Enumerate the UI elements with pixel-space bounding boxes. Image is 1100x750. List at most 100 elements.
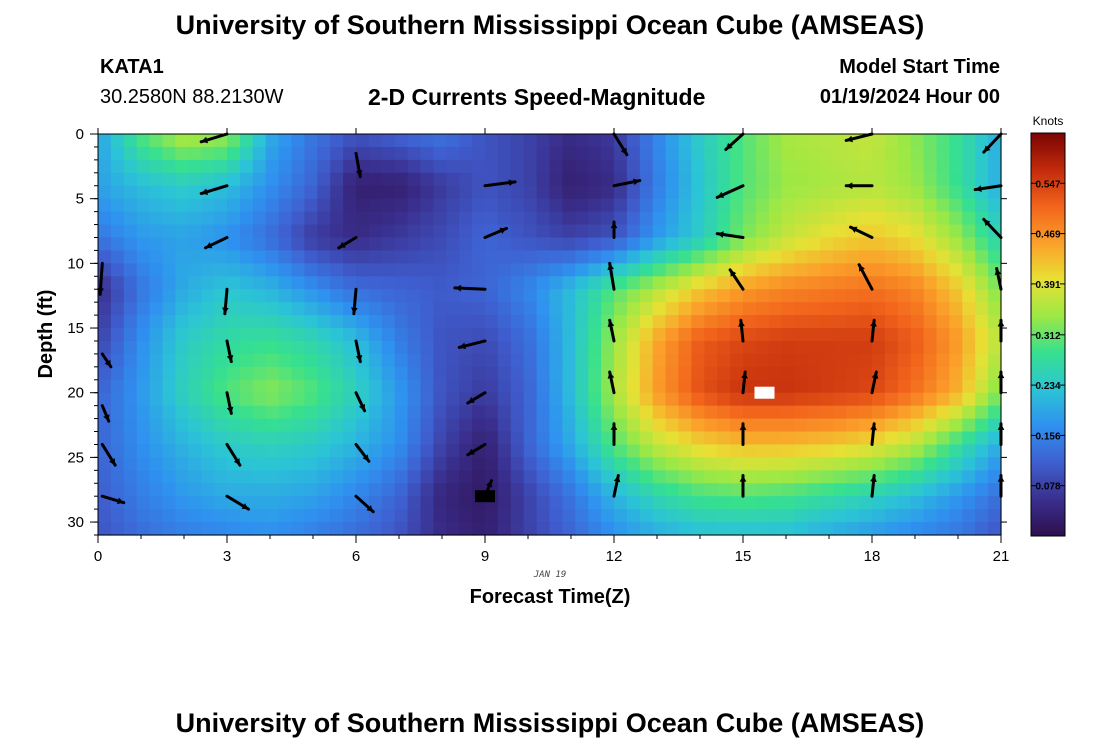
heatmap-cell <box>446 159 460 174</box>
heatmap-cell <box>807 134 821 148</box>
heatmap-cell <box>317 302 331 316</box>
heatmap-cell <box>936 328 950 342</box>
heatmap-cell <box>859 522 873 536</box>
heatmap-cell <box>859 159 873 174</box>
heatmap-cell <box>472 159 486 174</box>
heatmap-cell <box>872 134 886 148</box>
heatmap-cell <box>459 250 473 264</box>
heatmap-cell <box>897 276 912 290</box>
heatmap-cell <box>343 224 357 239</box>
heatmap-cell <box>510 379 525 394</box>
heatmap-cell <box>317 483 331 497</box>
heatmap-cell <box>536 457 551 471</box>
heatmap-cell <box>162 302 176 316</box>
heatmap-cell <box>136 159 151 174</box>
heatmap-cell <box>562 328 576 342</box>
heatmap-cell <box>820 211 834 226</box>
heatmap-cell <box>381 457 396 471</box>
heatmap-cell <box>652 392 667 407</box>
heatmap-cell <box>136 224 151 239</box>
heatmap-cell <box>239 509 254 523</box>
arrow-head <box>620 147 627 155</box>
heatmap-cell <box>162 366 176 381</box>
heatmap-cell <box>549 302 563 316</box>
x-tick-label: 3 <box>223 548 231 565</box>
heatmap-cell <box>794 224 809 239</box>
heatmap-cell <box>149 250 164 264</box>
heatmap-cell <box>794 211 809 226</box>
heatmap-cell <box>872 496 886 510</box>
heatmap-cell <box>691 522 705 536</box>
heatmap-cell <box>730 405 744 420</box>
heatmap-cell <box>343 418 357 433</box>
heatmap-cell <box>755 496 770 510</box>
heatmap-cell <box>730 353 744 368</box>
heatmap-cell <box>343 379 357 394</box>
heatmap-cell <box>497 366 512 381</box>
heatmap-cell <box>949 237 963 252</box>
heatmap-cell <box>781 483 796 497</box>
heatmap-cell <box>201 379 215 394</box>
heatmap-cell <box>291 405 305 420</box>
heatmap-cell <box>252 263 267 277</box>
heatmap-cell <box>420 263 434 277</box>
heatmap-cell <box>523 185 538 200</box>
heatmap-cell <box>820 509 834 523</box>
heatmap-cell <box>768 483 783 497</box>
heatmap-cell <box>497 431 512 446</box>
heatmap-cell <box>820 328 834 342</box>
arrow-head <box>870 320 877 327</box>
heatmap-cell <box>743 405 757 420</box>
heatmap-cell <box>768 146 783 161</box>
heatmap-cell <box>227 289 241 303</box>
heatmap-cell <box>407 263 422 277</box>
heatmap-cell <box>381 353 396 368</box>
heatmap-cell <box>291 418 305 433</box>
heatmap-cell <box>910 211 925 226</box>
heatmap-cell <box>704 159 718 174</box>
heatmap-cell <box>304 470 318 484</box>
heatmap-cell <box>497 418 512 433</box>
heatmap-cell <box>265 289 280 303</box>
heatmap-cell <box>317 315 331 329</box>
heatmap-cell <box>472 263 486 277</box>
heatmap-cell <box>962 328 976 342</box>
heatmap-cell <box>794 379 809 394</box>
heatmap-cell <box>614 522 628 536</box>
heatmap-cell <box>975 340 989 355</box>
heatmap-cell <box>98 159 112 174</box>
heatmap-cell <box>227 237 241 252</box>
heatmap-cell <box>949 289 963 303</box>
heatmap-cell <box>743 444 757 458</box>
heatmap-cell <box>497 509 512 523</box>
heatmap-cell <box>536 431 551 446</box>
heatmap-cell <box>407 328 422 342</box>
heatmap-cell <box>614 302 628 316</box>
heatmap-cell <box>252 457 267 471</box>
heatmap-cell <box>98 302 112 316</box>
heatmap-cell <box>846 496 860 510</box>
heatmap-cell <box>407 134 422 148</box>
heatmap-cell <box>988 392 1002 407</box>
heatmap-cell <box>110 302 125 316</box>
current-arrow <box>607 318 616 343</box>
heatmap-cell <box>239 289 254 303</box>
heatmap-cell <box>910 483 925 497</box>
heatmap-cell <box>678 211 692 226</box>
arrow-head <box>741 372 748 379</box>
heatmap-cell <box>781 146 796 161</box>
heatmap-cell <box>420 185 434 200</box>
heatmap-cell <box>691 172 705 187</box>
heatmap-cell <box>98 134 112 148</box>
heatmap-cell <box>743 431 757 446</box>
heatmap-cell <box>846 431 860 446</box>
heatmap-cell <box>768 302 783 316</box>
heatmap-cell <box>239 315 254 329</box>
heatmap-cell <box>136 340 151 355</box>
heatmap-cell <box>678 457 692 471</box>
heatmap-cell <box>136 172 151 187</box>
heatmap-cell <box>330 185 344 200</box>
heatmap-cell <box>794 353 809 368</box>
heatmap-cell <box>394 159 409 174</box>
heatmap-cell <box>227 250 241 264</box>
